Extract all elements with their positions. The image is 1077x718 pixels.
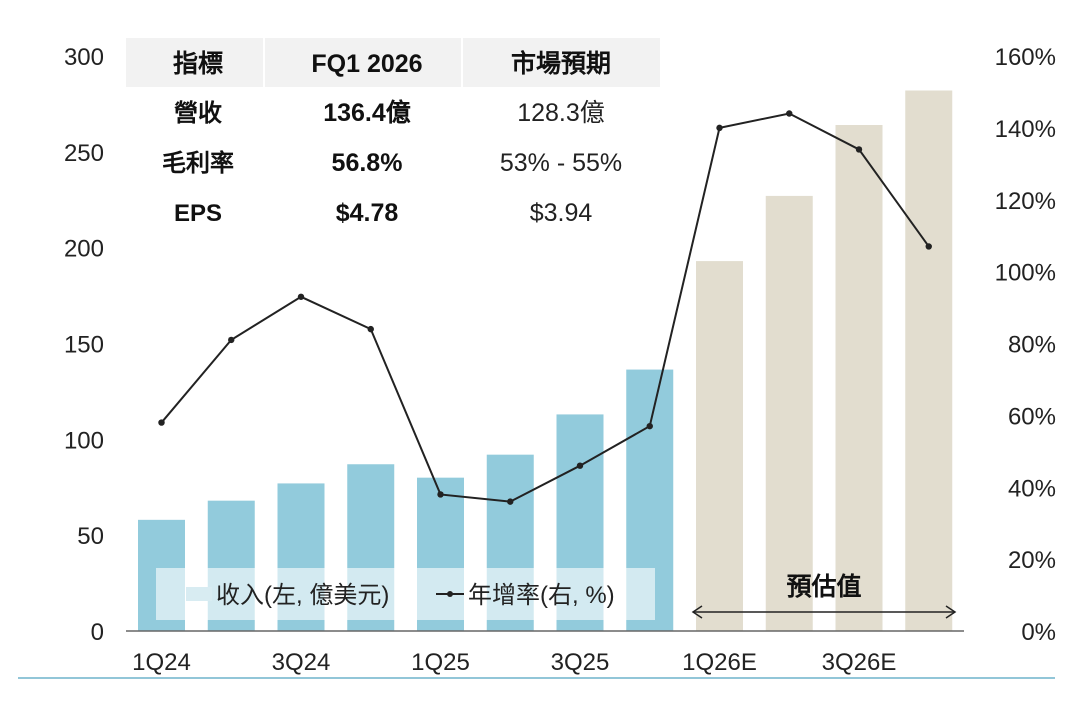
table-row-label: 毛利率 bbox=[162, 149, 234, 177]
legend-label-growth: 年增率(右, %) bbox=[468, 582, 615, 609]
forecast-annotation-label: 預估值 bbox=[786, 573, 861, 601]
table-header-metric: 指標 bbox=[173, 50, 223, 78]
revenue-bar bbox=[835, 125, 883, 631]
y-left-tick-label: 100 bbox=[64, 427, 104, 454]
revenue-bar bbox=[696, 261, 743, 631]
y-right-tick-label: 160% bbox=[995, 44, 1056, 71]
x-tick-label: 3Q26E bbox=[822, 649, 897, 676]
table-header-actual: FQ1 2026 bbox=[311, 50, 422, 78]
table-row-label: EPS bbox=[174, 200, 222, 227]
table-row-actual: 136.4億 bbox=[323, 98, 411, 127]
table-row-actual: $4.78 bbox=[336, 199, 399, 227]
table-row-actual: 56.8% bbox=[332, 149, 403, 177]
growth-rate-point bbox=[716, 124, 723, 132]
axes-layer: 0 50 100 150 200 250 300 0% 20% 40% 60% 80% 100% 120%… bbox=[64, 44, 1056, 676]
legend-bar-swatch bbox=[186, 587, 212, 601]
growth-rate-point bbox=[437, 491, 444, 498]
line-layer bbox=[158, 110, 932, 505]
y-left-tick-label: 250 bbox=[64, 140, 104, 167]
growth-rate-point bbox=[367, 325, 374, 333]
growth-rate-point bbox=[925, 243, 932, 250]
y-left-tick-label: 200 bbox=[64, 236, 104, 263]
growth-rate-point bbox=[297, 293, 305, 300]
y-right-tick-label: 60% bbox=[1008, 403, 1056, 430]
legend-box bbox=[156, 568, 655, 620]
legend-line-marker bbox=[447, 591, 453, 597]
table-row-expected: 128.3億 bbox=[517, 99, 605, 127]
y-right-tick-label: 100% bbox=[995, 260, 1056, 287]
x-tick-label: 1Q24 bbox=[132, 649, 191, 676]
growth-rate-point bbox=[786, 110, 793, 117]
y-left-tick-label: 300 bbox=[64, 44, 104, 71]
table-header-background bbox=[126, 38, 660, 87]
growth-rate-point bbox=[158, 419, 165, 426]
table-row-label: 營收 bbox=[174, 100, 222, 127]
growth-rate-point bbox=[228, 336, 235, 344]
y-left-tick-label: 0 bbox=[91, 619, 104, 646]
growth-rate-point bbox=[646, 422, 653, 430]
y-right-tick-label: 140% bbox=[995, 116, 1056, 143]
growth-rate-line bbox=[160, 112, 930, 503]
forecast-arrow-left-head bbox=[691, 605, 703, 619]
y-left-tick-label: 150 bbox=[64, 332, 104, 359]
growth-rate-point bbox=[507, 498, 514, 505]
y-right-tick-label: 20% bbox=[1008, 547, 1056, 574]
y-right-tick-label: 0% bbox=[1021, 619, 1056, 646]
table-row-expected: $3.94 bbox=[530, 199, 593, 227]
legend-label-revenue: 收入(左, 億美元) bbox=[216, 582, 389, 609]
growth-rate-point bbox=[576, 462, 584, 469]
table-header-expected: 市場預期 bbox=[511, 49, 611, 78]
y-right-tick-label: 40% bbox=[1008, 475, 1056, 502]
growth-rate-point bbox=[855, 146, 863, 153]
y-right-tick-label: 120% bbox=[995, 188, 1056, 215]
forecast-arrow-right-head bbox=[945, 605, 957, 619]
y-right-tick-label: 80% bbox=[1008, 332, 1056, 359]
revenue-bar bbox=[905, 90, 953, 631]
y-left-tick-label: 50 bbox=[77, 523, 104, 550]
x-tick-label: 3Q25 bbox=[551, 649, 610, 676]
table-row-expected: 53% - 55% bbox=[500, 149, 622, 177]
x-tick-label: 3Q24 bbox=[272, 649, 331, 676]
revenue-bar bbox=[765, 195, 813, 631]
x-tick-label: 1Q26E bbox=[682, 649, 757, 676]
x-tick-label: 1Q25 bbox=[411, 649, 470, 676]
